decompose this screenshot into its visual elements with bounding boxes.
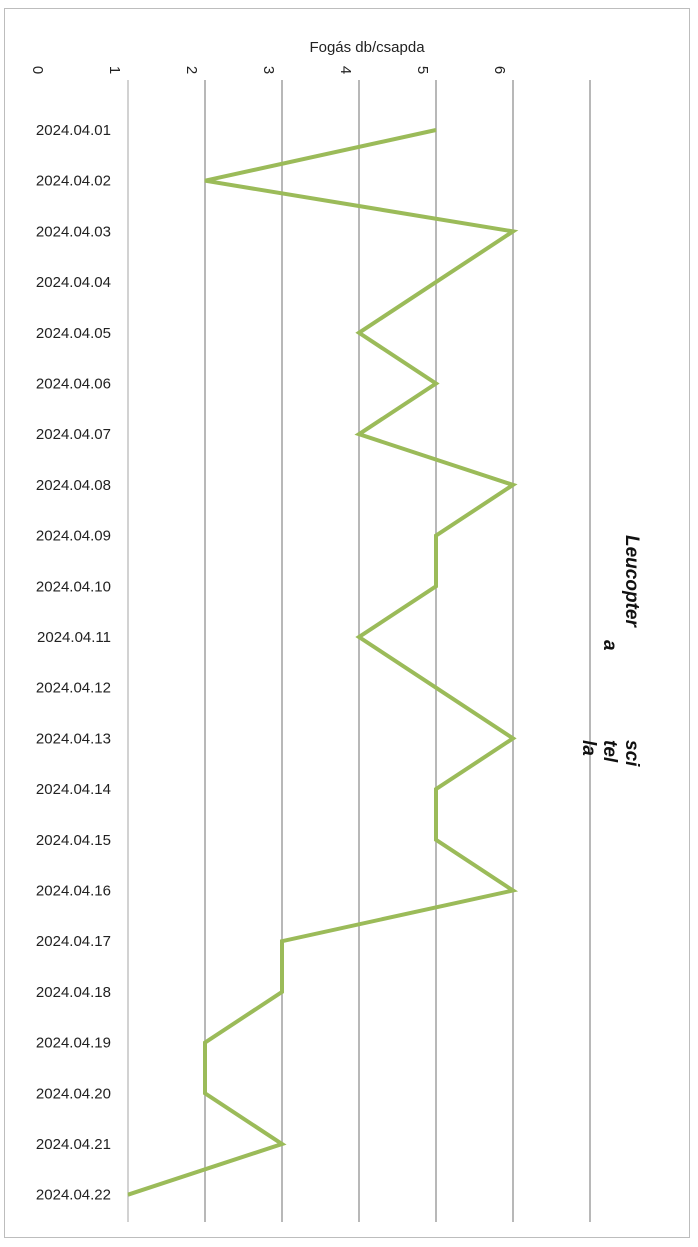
title-line: tel <box>599 740 620 763</box>
x-axis-categories: 2024.04.01 2024.04.02 2024.04.03 2024.04.04… <box>36 122 111 1204</box>
data-point <box>435 281 437 283</box>
category-label: 2024.04.16 <box>36 883 111 900</box>
category-label: 2024.04.22 <box>36 1187 111 1204</box>
data-point <box>127 1194 129 1196</box>
data-point <box>512 230 514 232</box>
data-point <box>435 383 437 384</box>
data-point <box>435 585 437 587</box>
category-label: 2024.04.12 <box>36 680 111 697</box>
chart-frame <box>4 8 690 1238</box>
category-label: 2024.04.10 <box>36 578 111 595</box>
data-point <box>358 332 360 334</box>
category-label: 2024.04.11 <box>37 629 111 646</box>
y-axis-label: Fogás db/csapda <box>309 39 425 56</box>
category-label: 2024.04.15 <box>36 832 111 849</box>
data-point <box>358 636 360 638</box>
data-point <box>204 1092 206 1094</box>
series-line-path <box>127 128 519 1197</box>
category-label: 2024.04.02 <box>36 173 111 190</box>
data-point <box>435 839 437 841</box>
data-point <box>512 737 514 739</box>
category-label: 2024.04.04 <box>36 274 111 291</box>
category-label: 2024.04.13 <box>36 730 111 747</box>
category-label: 2024.04.07 <box>36 426 111 443</box>
data-point <box>512 484 514 486</box>
category-label: 2024.04.01 <box>36 122 111 139</box>
data-point <box>281 1143 283 1145</box>
data-point <box>435 129 437 131</box>
title-line: a <box>599 640 620 651</box>
y-tick-label: 5 <box>414 66 431 74</box>
data-point <box>204 180 206 182</box>
data-point <box>435 687 437 689</box>
series-line <box>127 128 519 1197</box>
category-label: 2024.04.19 <box>36 1035 111 1052</box>
y-tick-label: 3 <box>260 66 277 74</box>
category-label: 2024.04.09 <box>36 528 111 545</box>
data-point <box>281 940 283 942</box>
category-label: 2024.04.20 <box>36 1085 111 1102</box>
y-tick-label: 4 <box>337 66 354 74</box>
category-label: 2024.04.21 <box>36 1136 111 1153</box>
data-point <box>281 991 283 993</box>
category-label: 2024.04.08 <box>36 477 111 494</box>
gridlines <box>127 80 591 1222</box>
y-tick-label: 1 <box>106 66 123 74</box>
category-label: 2024.04.17 <box>36 933 111 950</box>
data-point <box>435 535 437 537</box>
y-tick-label: 2 <box>183 66 200 74</box>
category-label: 2024.04.03 <box>36 223 111 240</box>
y-tick-label: 0 <box>29 66 46 74</box>
category-label: 2024.04.14 <box>36 781 111 798</box>
title-line: la <box>578 740 599 756</box>
title-line: Leucopter <box>621 535 642 628</box>
data-point <box>435 788 437 790</box>
y-tick-label: 6 <box>491 66 508 74</box>
category-label: 2024.04.05 <box>36 325 111 342</box>
category-label: 2024.04.06 <box>36 376 111 393</box>
y-axis-ticks: 0 1 2 3 4 5 6 <box>29 66 508 74</box>
data-point <box>512 890 514 891</box>
data-point <box>358 433 360 435</box>
category-label: 2024.04.18 <box>36 984 111 1001</box>
title-line: sci <box>621 740 642 767</box>
data-point <box>204 1042 206 1044</box>
